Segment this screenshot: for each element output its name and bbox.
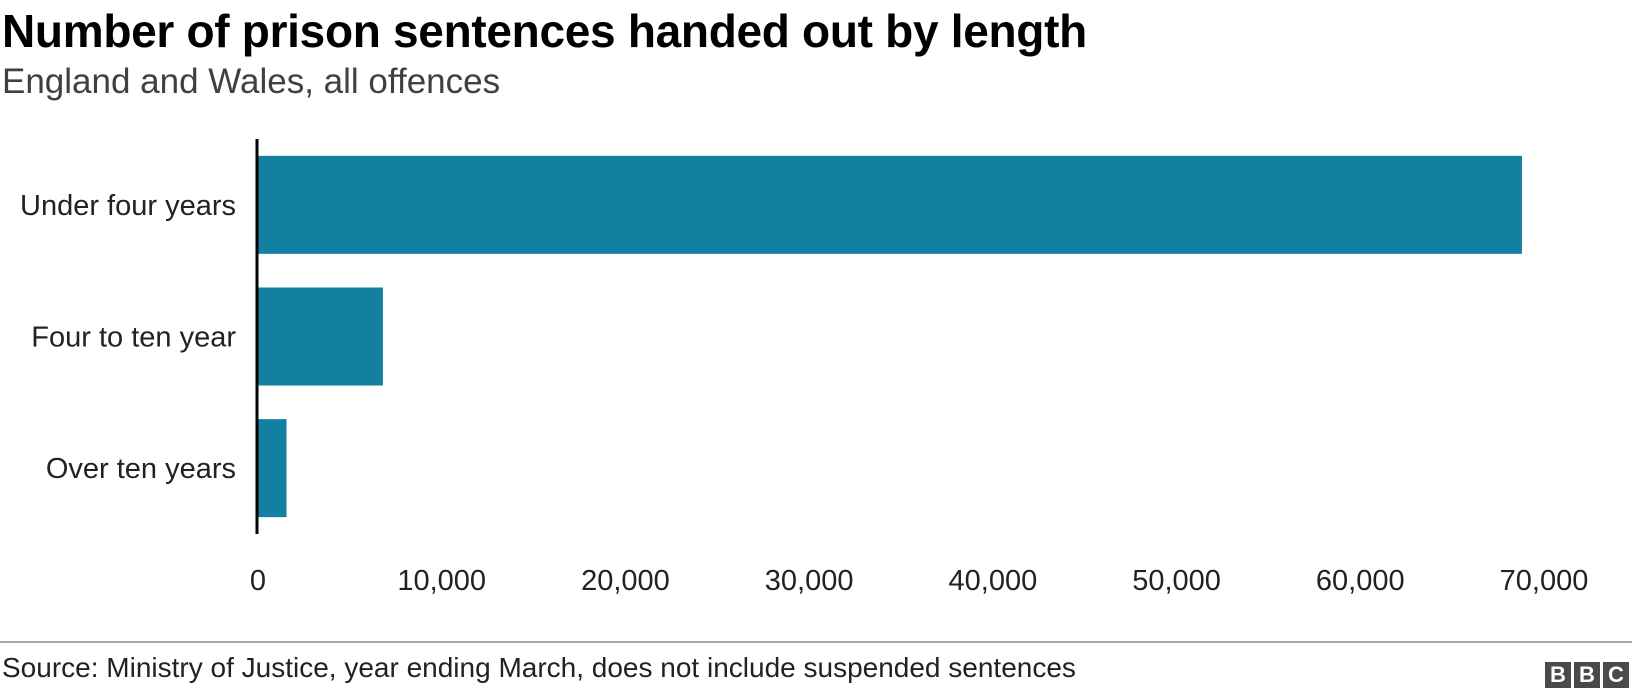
footer-divider xyxy=(0,641,1632,643)
x-tick-label: 70,000 xyxy=(1500,565,1589,597)
bbc-logo: B B C xyxy=(1545,662,1629,688)
bbc-logo-letter: C xyxy=(1603,662,1629,688)
chart-title: Number of prison sentences handed out by… xyxy=(2,5,1087,57)
bar xyxy=(258,419,287,518)
x-tick-label: 0 xyxy=(250,565,266,597)
x-tick-label: 60,000 xyxy=(1316,565,1405,597)
bbc-logo-letter: B xyxy=(1545,662,1571,688)
source-note: Source: Ministry of Justice, year ending… xyxy=(2,652,1076,683)
x-tick-label: 10,000 xyxy=(397,565,486,597)
category-label: Over ten years xyxy=(46,453,236,485)
bar-chart: Under four years Four to ten year Over ten… xyxy=(20,139,1589,597)
chart-subtitle: England and Wales, all offences xyxy=(2,62,501,101)
x-tick-label: 20,000 xyxy=(581,565,670,597)
category-label: Four to ten year xyxy=(31,322,236,354)
x-tick-label: 50,000 xyxy=(1132,565,1221,597)
bbc-logo-letter: B xyxy=(1574,662,1600,688)
x-tick-label: 30,000 xyxy=(765,565,854,597)
bar xyxy=(258,287,383,386)
bar xyxy=(258,155,1522,254)
x-tick-label: 40,000 xyxy=(949,565,1038,597)
category-label: Under four years xyxy=(20,190,236,222)
